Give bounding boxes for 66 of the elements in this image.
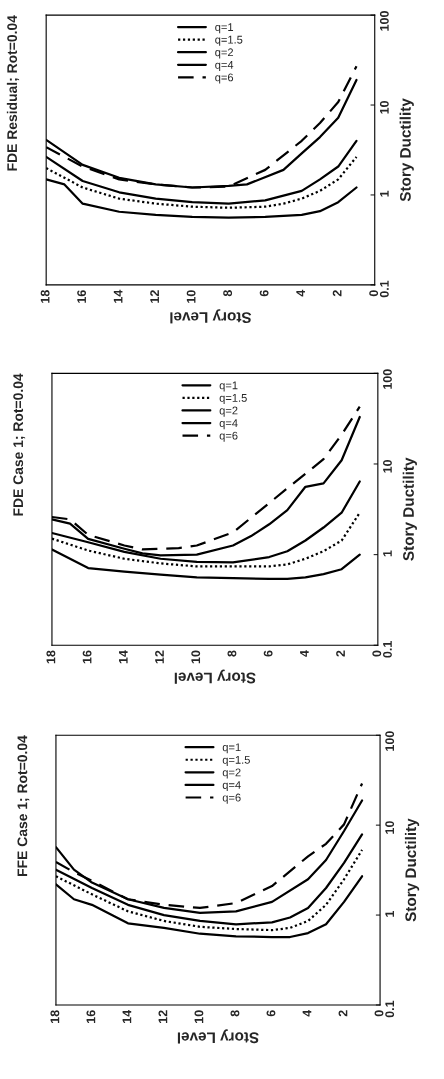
- x-tick-label: 0: [372, 650, 382, 657]
- y-tick-label: 1: [383, 550, 392, 557]
- x-axis-title: Story Level: [177, 1029, 259, 1044]
- legend-label: q=1: [219, 381, 238, 392]
- y-tick-label: 0.1: [383, 641, 392, 658]
- text: FFE Case 1; Rot=0.04: [17, 735, 30, 876]
- x-tick-label: 14: [119, 650, 128, 664]
- y-tick-label: 1: [380, 190, 389, 197]
- legend-label: q=2: [219, 406, 238, 417]
- legend-label: q=6: [215, 73, 234, 84]
- x-tick-label: 10: [191, 650, 201, 664]
- x-tick-label: 2: [336, 650, 345, 657]
- x-tick-label: 6: [266, 1010, 276, 1017]
- x-tick-label: 10: [186, 290, 196, 303]
- legend-label: q=4: [222, 781, 241, 792]
- x-tick-label: 0: [369, 290, 379, 297]
- y-tick-label: 100: [383, 369, 392, 389]
- x-tick-label: 6: [259, 290, 269, 297]
- text: FDE Residual; Rot=0.04: [6, 15, 20, 171]
- x-tick-label: 18: [46, 650, 56, 664]
- legend-label: q=6: [219, 431, 238, 442]
- legend-label: q=2: [222, 768, 241, 779]
- x-tick-label: 18: [40, 290, 50, 303]
- y-axis-title: Story Ductility: [404, 818, 420, 922]
- x-axis-title: Story Level: [170, 309, 252, 324]
- y-tick-label: 100: [385, 731, 395, 751]
- legend-label: q=6: [222, 793, 241, 804]
- x-tick-label: 14: [122, 1009, 132, 1023]
- y-axis-title: Story Ductility: [402, 457, 417, 561]
- x-tick-label: 12: [150, 290, 159, 303]
- x-tick-label: 16: [77, 290, 87, 303]
- x-tick-label: 12: [158, 1010, 168, 1023]
- legend-label: q=2: [215, 48, 234, 59]
- x-tick-label: 14: [113, 289, 123, 303]
- x-tick-label: 8: [230, 1010, 240, 1017]
- legend-label: q=1: [222, 743, 241, 754]
- x-tick-label: 0: [374, 1010, 384, 1017]
- x-tick-label: 16: [86, 1010, 96, 1023]
- y-tick-label: 10: [379, 101, 389, 114]
- y-tick-label: 0.1: [385, 1000, 395, 1018]
- y-tick-label: 0.1: [379, 280, 389, 298]
- y-axis-title: Story Ductility: [399, 98, 414, 202]
- legend-label: q=1.5: [219, 394, 247, 405]
- x-tick-label: 12: [155, 650, 164, 664]
- x-tick-label: 16: [82, 650, 92, 664]
- y-tick-label: 1: [385, 910, 394, 917]
- x-axis-title: Story Level: [174, 669, 256, 684]
- legend-label: q=4: [219, 419, 238, 430]
- legend-label: q=1: [215, 23, 234, 34]
- x-tick-label: 10: [194, 1010, 204, 1023]
- x-tick-label: 4: [300, 650, 309, 657]
- x-tick-label: 6: [263, 650, 273, 657]
- y-tick-label: 10: [383, 459, 392, 473]
- x-tick-label: 8: [223, 290, 233, 297]
- x-tick-label: 18: [50, 1010, 60, 1023]
- x-tick-label: 4: [302, 1009, 312, 1017]
- y-tick-label: 10: [385, 821, 395, 834]
- y-tick-label: 100: [379, 11, 389, 31]
- x-tick-label: 8: [227, 650, 237, 657]
- x-tick-label: 2: [338, 1010, 348, 1017]
- x-tick-label: 4: [296, 289, 305, 297]
- legend-label: q=4: [215, 61, 234, 71]
- legend-label: q=1.5: [222, 756, 250, 766]
- text: FDE Case 1; Rot=0.04: [13, 373, 26, 516]
- legend-label: q=1.5: [215, 35, 243, 46]
- x-tick-label: 2: [332, 290, 342, 297]
